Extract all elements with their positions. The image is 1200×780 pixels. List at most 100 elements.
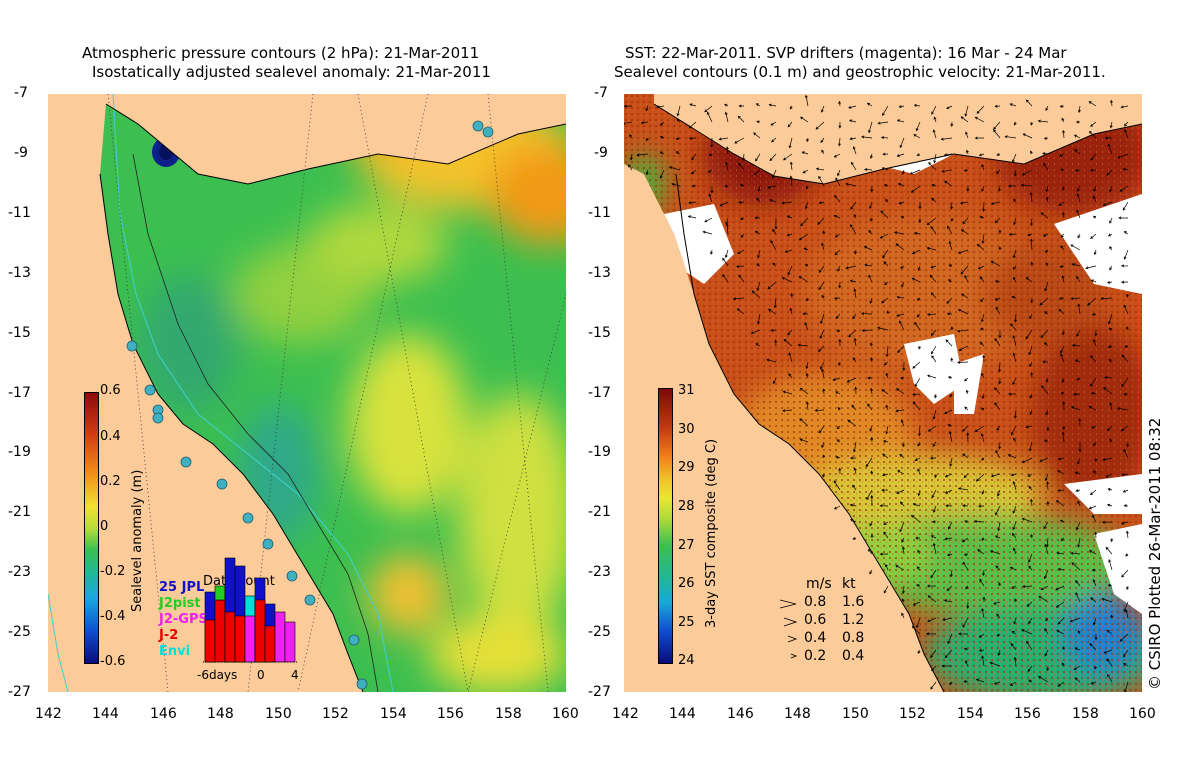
velocity-arrow (739, 183, 745, 187)
velocity-arrow (941, 664, 953, 668)
velocity-arrow (820, 105, 825, 113)
velocity-arrow (995, 449, 1001, 459)
y-tick: -7 (594, 85, 608, 101)
velocity-arrow (966, 601, 970, 609)
velocity-arrow (883, 585, 889, 594)
velocity-arrow (1077, 500, 1081, 507)
velocity-arrow (787, 265, 793, 276)
velocity-arrow (1076, 209, 1081, 219)
velocity-arrow (974, 116, 985, 123)
velocity-arrow (835, 391, 841, 395)
velocity-arrow (911, 249, 921, 255)
velocity-arrow (1077, 185, 1081, 192)
velocity-arrow (885, 425, 889, 435)
velocity-arrow (1060, 345, 1065, 354)
velocity-arrow (737, 115, 745, 123)
velocity-arrow (1040, 329, 1049, 339)
velocity-arrow (852, 536, 857, 540)
velocity-arrow (1046, 665, 1050, 672)
velocity-arrow (883, 531, 889, 539)
velocity-arrow (1109, 402, 1113, 411)
velocity-arrow (1100, 297, 1113, 301)
velocity-arrow (901, 537, 905, 543)
y-tick: -7 (14, 85, 28, 101)
velocity-arrow (1123, 304, 1129, 315)
velocity-arrow (994, 104, 1001, 108)
velocity-arrow (963, 552, 969, 556)
velocity-arrow (1008, 392, 1017, 396)
velocity-arrow (1109, 265, 1113, 271)
velocity-arrow (962, 453, 969, 459)
velocity-arrow (1077, 630, 1081, 635)
velocity-arrow (869, 569, 873, 575)
velocity-arrow (1030, 372, 1034, 379)
velocity-arrow (1116, 407, 1129, 411)
velocity-arrow (1117, 153, 1129, 159)
velocity-arrow (1029, 393, 1033, 399)
velocity-arrow (1030, 533, 1034, 539)
sealevel-colorbar (84, 392, 99, 664)
velocity-arrow (1045, 262, 1049, 267)
velocity-arrow (1042, 233, 1049, 237)
velocity-arrow (815, 121, 825, 130)
velocity-arrow (1044, 543, 1049, 555)
velocity-arrow (993, 681, 1001, 685)
velocity-arrow (838, 121, 842, 129)
velocity-arrow (1013, 437, 1017, 443)
velocity-arrow (917, 425, 921, 437)
velocity-arrow (707, 169, 713, 173)
velocity-arrow (946, 297, 953, 304)
velocity-arrow (769, 199, 777, 203)
velocity-arrow (990, 201, 1001, 205)
velocity-arrow (704, 105, 713, 113)
velocity-arrow (1011, 295, 1017, 299)
velocity-arrow (835, 455, 841, 459)
velocity-arrow (754, 216, 761, 220)
velocity-arrow (817, 217, 825, 225)
velocity-arrow (957, 308, 969, 315)
velocity-arrow (996, 152, 1001, 156)
velocity-arrow (1020, 183, 1033, 187)
velocity-arrow (917, 441, 921, 447)
velocity-arrow (1029, 191, 1033, 203)
velocity-arrow (979, 341, 985, 347)
legend-row-ms: 0.2 (804, 648, 827, 664)
cbar-tick: 29 (678, 460, 695, 475)
velocity-arrow (1027, 233, 1033, 237)
velocity-arrow (1010, 473, 1017, 477)
velocity-arrow (1087, 297, 1097, 306)
velocity-arrow (880, 210, 889, 219)
velocity-arrow (1125, 553, 1129, 557)
velocity-arrow (917, 468, 921, 475)
velocity-arrow (961, 293, 969, 299)
velocity-arrow (1013, 656, 1017, 667)
velocity-arrow (981, 489, 985, 495)
y-tick: -19 (588, 444, 611, 460)
velocity-arrow (1105, 546, 1113, 555)
velocity-arrow (926, 584, 937, 588)
cbar-tick: 24 (678, 653, 695, 668)
velocity-arrow (838, 361, 841, 367)
x-tick: 148 (784, 706, 811, 722)
velocity-arrow (851, 404, 857, 411)
velocity-arrow (881, 389, 889, 395)
velocity-arrow (1107, 425, 1113, 432)
legend-row-kt: 1.2 (842, 612, 865, 628)
velocity-arrow (1030, 121, 1034, 126)
velocity-arrow (1062, 401, 1066, 411)
velocity-arrow (946, 553, 953, 557)
x-tick: 156 (1014, 706, 1041, 722)
velocity-arrow (870, 342, 873, 347)
velocity-arrow (1060, 537, 1065, 542)
velocity-arrow (836, 425, 841, 430)
velocity-arrow (1060, 353, 1065, 363)
velocity-arrow (940, 137, 953, 141)
velocity-arrow (994, 338, 1001, 347)
velocity-arrow (981, 457, 985, 461)
velocity-arrow (1074, 471, 1081, 475)
velocity-arrow (867, 403, 873, 411)
velocity-arrow (767, 281, 777, 290)
right-title-line2: Sealevel contours (0.1 m) and geostrophi… (614, 63, 1106, 81)
velocity-arrow (882, 249, 889, 259)
velocity-arrow (1088, 550, 1097, 555)
